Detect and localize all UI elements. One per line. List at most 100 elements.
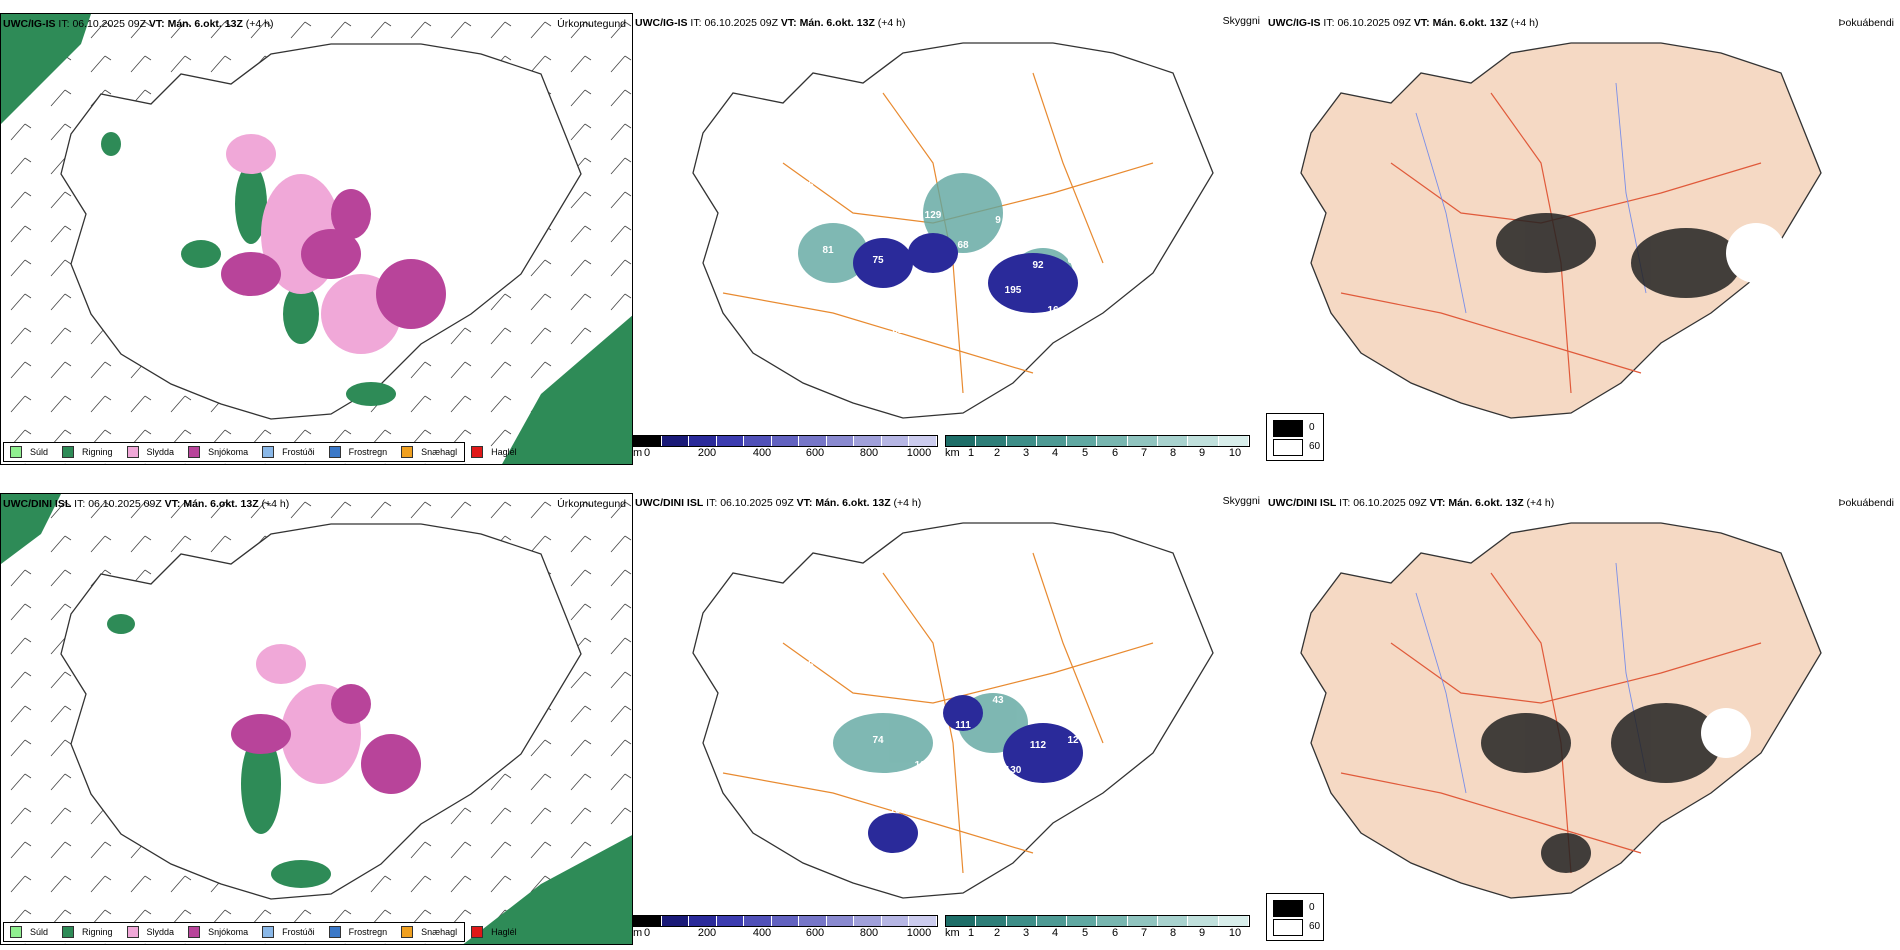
legend-label: Frostúði bbox=[282, 447, 315, 457]
colorbar-tick: 9 bbox=[1198, 927, 1206, 939]
colorbar-cell bbox=[689, 916, 717, 926]
legend-item: Haglél bbox=[471, 446, 517, 458]
colorbar-tick: 4 bbox=[1051, 447, 1059, 459]
colorbar-cell bbox=[976, 916, 1007, 926]
colorbar-cell bbox=[1188, 436, 1219, 446]
colorbar-cell bbox=[1097, 916, 1128, 926]
colorbar-cell bbox=[854, 436, 882, 446]
colorbar-tick: 800 bbox=[859, 927, 879, 939]
colorbar-cell bbox=[1006, 436, 1037, 446]
cloudbase-label: 370 bbox=[925, 690, 942, 701]
cloudbase-label: 43 bbox=[992, 695, 1004, 706]
cloudbase-label: 64 bbox=[847, 780, 859, 791]
colorbar-cell bbox=[634, 436, 662, 446]
legend-item: Slydda bbox=[126, 926, 175, 938]
panel-title: Þokuábendi bbox=[1838, 17, 1894, 29]
legend-item: Rigning bbox=[62, 926, 113, 938]
colorbar-tick: 400 bbox=[752, 927, 772, 939]
colorbar-tick: 0 bbox=[643, 447, 651, 459]
colorbar-cell bbox=[716, 436, 745, 446]
legend-label: Slydda bbox=[146, 927, 175, 937]
fog-indicator-panel-bottom: UWC/DINI ISL IT: 06.10.2025 09Z VT: Mán.… bbox=[1266, 493, 1900, 945]
colorbar-cell bbox=[1097, 436, 1128, 446]
legend-label: Snjókoma bbox=[208, 447, 249, 457]
legend-label: 0 bbox=[1309, 422, 1315, 433]
panel-header: UWC/IG-IS IT: 06.10.2025 09Z VT: Mán. 6.… bbox=[1268, 17, 1539, 29]
cloudbase-label: 75 bbox=[872, 255, 884, 266]
panel-header: UWC/IG-IS IT: 06.10.2025 09Z VT: Mán. 6.… bbox=[3, 18, 274, 30]
cloudbase-label: 92 bbox=[1032, 260, 1044, 271]
colorbar-unit: km bbox=[945, 447, 960, 459]
colorbar-cell bbox=[1036, 916, 1068, 926]
colorbar-cell bbox=[1006, 916, 1037, 926]
cloudbase-label: 17 bbox=[937, 350, 949, 361]
panel-header: UWC/DINI ISL IT: 06.10.2025 09Z VT: Mán.… bbox=[635, 497, 922, 509]
colorbar-unit: m bbox=[633, 447, 643, 459]
cloudbase-vis-panel-top: 75 129 125 82 195 68 92 36 81 41 68 76 10 17 103 9 27 05 1… bbox=[633, 13, 1266, 465]
precip-type-panel-top: UWC/IG-IS IT: 06.10.2025 09Z VT: Mán. 6.… bbox=[0, 13, 633, 465]
legend-label: Súld bbox=[30, 927, 49, 937]
colorbar-cell bbox=[881, 916, 910, 926]
panel-title: Úrkomutegund bbox=[557, 18, 626, 30]
colorbar-cell bbox=[634, 916, 662, 926]
cloudbase-label: 170 bbox=[840, 675, 857, 686]
legend-swatch bbox=[10, 446, 22, 458]
colorbar-tick: 7 bbox=[1140, 447, 1148, 459]
colorbar-tick: 600 bbox=[805, 927, 825, 939]
cloudbase-label: 59 bbox=[937, 830, 949, 841]
cloudbase-label: 103 bbox=[880, 390, 897, 401]
colorbar-cell bbox=[716, 916, 745, 926]
precip-type-panel-bottom: UWC/DINI ISL IT: 06.10.2025 09Z VT: Mán.… bbox=[0, 493, 633, 945]
legend-label: Rigning bbox=[82, 447, 113, 457]
colorbar-cell bbox=[1127, 916, 1159, 926]
colorbar-tick: 200 bbox=[697, 447, 717, 459]
legend-swatch bbox=[1273, 900, 1303, 917]
panel-header: UWC/IG-IS IT: 06.10.2025 09Z VT: Mán. 6.… bbox=[635, 17, 906, 29]
colorbar-tick: 200 bbox=[697, 927, 717, 939]
legend-label: Snjókoma bbox=[208, 927, 249, 937]
colorbar-tick: 0 bbox=[643, 927, 651, 939]
legend-swatch bbox=[262, 926, 275, 938]
panel-header: UWC/DINI ISL IT: 06.10.2025 09Z VT: Mán.… bbox=[3, 498, 290, 510]
legend-swatch bbox=[401, 446, 414, 458]
legend-item: Snæhagl bbox=[401, 446, 457, 458]
colorbar-cell bbox=[689, 436, 717, 446]
colorbar-cell bbox=[909, 916, 938, 926]
cloudbase-label: 34 bbox=[927, 375, 939, 386]
fog-indicator-panel-top: UWC/IG-IS IT: 06.10.2025 09Z VT: Mán. 6.… bbox=[1266, 13, 1900, 465]
cloudbase-label: 125 bbox=[965, 270, 982, 281]
colorbar-cell bbox=[744, 436, 772, 446]
colorbar-tick: 600 bbox=[805, 447, 825, 459]
cloudbase-label: 150 bbox=[890, 805, 907, 816]
legend-label: Frostregn bbox=[348, 927, 388, 937]
colorbar-tick: 8 bbox=[1169, 927, 1177, 939]
colorbar-cell bbox=[771, 436, 800, 446]
cloudbase-label: 36 bbox=[917, 280, 929, 291]
colorbar-unit: km bbox=[945, 927, 960, 939]
cloudbase-label: 9 bbox=[995, 215, 1001, 226]
fog-legend-bottom: 0 60 bbox=[1266, 893, 1324, 941]
colorbar-tick: 3 bbox=[1022, 927, 1030, 939]
legend-label: Haglél bbox=[491, 927, 517, 937]
visibility-colorbar-bottom: km 1 2 3 4 5 6 7 8 9 10 bbox=[945, 915, 1250, 943]
cloudbase-label: 10 bbox=[897, 305, 909, 316]
legend-swatch bbox=[62, 926, 75, 938]
cloudbase-map-bottom: 74 370 420 150 130 111 112 139 119 64 170 65 123 59 72… bbox=[692, 522, 1214, 899]
legend-swatch bbox=[188, 446, 201, 458]
legend-label: 60 bbox=[1309, 441, 1321, 452]
precip-map-bottom bbox=[1, 494, 632, 944]
legend-swatch bbox=[1273, 919, 1303, 936]
legend-label: Snæhagl bbox=[421, 927, 458, 937]
legend-swatch bbox=[328, 926, 341, 938]
legend-swatch bbox=[188, 926, 201, 938]
cloudbase-label: 22 bbox=[972, 795, 984, 806]
cloudbase-label: 420 bbox=[965, 750, 982, 761]
colorbar-cell bbox=[976, 436, 1007, 446]
cloudbase-label: 27 bbox=[972, 315, 984, 326]
legend-item: Snjókoma bbox=[188, 926, 248, 938]
cloudbase-label: 68 bbox=[957, 240, 969, 251]
legend-label: Rigning bbox=[82, 927, 113, 937]
legend-item: Súld bbox=[10, 926, 48, 938]
colorbar-tick: 6 bbox=[1111, 927, 1119, 939]
colorbar-cell bbox=[1067, 916, 1098, 926]
